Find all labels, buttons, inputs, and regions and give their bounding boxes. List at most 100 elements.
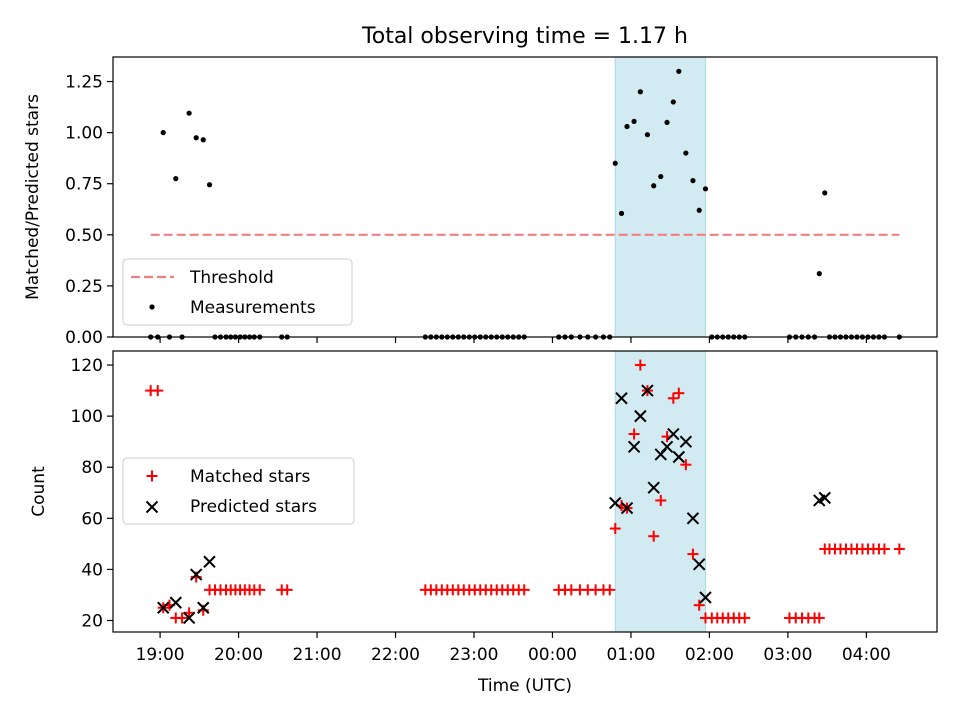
bottom-xtick-label-9: 04:00 (842, 645, 891, 665)
top-ytick-label-4: 1.00 (65, 124, 103, 144)
measurement-point (658, 173, 664, 180)
bottom-xtick-label-3: 22:00 (371, 645, 420, 665)
top-ticks: 0.00 0.25 0.50 0.75 1.00 1.25 (65, 73, 867, 348)
matched-stars-points (145, 359, 905, 624)
matched-star-point (628, 428, 640, 440)
bottom-panel: 20 40 60 80 100 120 19:00 20:00 21:00 22:00 23:00 0… (29, 350, 938, 696)
matched-star-point (183, 607, 195, 619)
measurement-point (631, 118, 637, 124)
matched-star-point (739, 612, 751, 624)
measurement-point (822, 190, 828, 196)
legend-matched-label: Matched stars (190, 467, 310, 487)
predicted-star-point (169, 596, 182, 609)
top-legend-box (122, 258, 353, 326)
legend-matched-swatch (146, 470, 158, 482)
predicted-star-point (609, 496, 622, 510)
predicted-star-point (620, 501, 634, 515)
matched-star-point (254, 584, 266, 596)
measurement-point (624, 123, 630, 130)
measurement-point (690, 178, 696, 184)
measurement-point (618, 210, 625, 216)
predicted-star-point (699, 591, 712, 604)
bottom-ytick-label-3: 80 (81, 458, 103, 478)
bottom-ylabel: Count (29, 466, 49, 517)
measurement-point (676, 68, 682, 74)
predicted-star-point (641, 384, 654, 397)
matched-star-point (634, 359, 646, 371)
matched-star-point (176, 612, 188, 624)
legend-matched-marker (146, 470, 158, 482)
bottom-legend: Matched stars Predicted stars (122, 457, 355, 525)
matched-star-point (673, 387, 685, 399)
bottom-xtick-label-8: 03:00 (763, 645, 812, 665)
bottom-xtick-label-0: 19:00 (136, 645, 185, 665)
legend-measurements-swatch (149, 304, 155, 310)
measurement-point (644, 132, 651, 138)
matched-star-point (655, 494, 667, 506)
measurement-point (670, 99, 676, 105)
bottom-xtick-label-6: 01:00 (606, 645, 655, 665)
matched-star-point (693, 599, 705, 611)
predicted-stars-points (157, 384, 831, 625)
predicted-star-point (647, 481, 660, 494)
predicted-star-point (182, 611, 196, 625)
predicted-star-point (627, 440, 641, 454)
predicted-star-point (672, 450, 686, 464)
matched-star-point (604, 584, 616, 596)
top-ytick-label-3: 0.75 (65, 175, 103, 195)
top-ytick-label-0: 0.00 (65, 328, 103, 348)
bottom-frame (112, 350, 938, 633)
bottom-highlight-span (614, 350, 706, 633)
predicted-star-point (679, 435, 693, 448)
top-legend: Threshold Measurements (122, 258, 353, 326)
bottom-ytick-label-5: 120 (71, 356, 103, 376)
matched-star-point (893, 543, 905, 555)
top-ytick-label-1: 0.25 (65, 277, 103, 297)
top-ytick-label-5: 1.25 (65, 73, 103, 93)
measurement-point (612, 160, 618, 166)
top-frame (112, 56, 938, 338)
predicted-star-point (203, 555, 216, 568)
matched-star-point (648, 530, 660, 542)
bottom-ytick-label-4: 100 (71, 407, 103, 427)
top-panel: 0.00 0.25 0.50 0.75 1.00 1.25 Matched/Predict… (23, 56, 938, 348)
measurement-point (193, 135, 199, 141)
bottom-ytick-label-1: 40 (81, 560, 103, 580)
measurement-point (637, 89, 643, 95)
bottom-xtick-label-4: 23:00 (449, 645, 498, 665)
matched-star-point (667, 392, 679, 404)
predicted-star-point (634, 409, 647, 423)
matched-star-point (152, 385, 164, 397)
predicted-star-point (686, 512, 700, 525)
chart-title: Total observing time = 1.17 h (361, 24, 688, 49)
legend-threshold-label: Threshold (189, 268, 274, 288)
predicted-star-point (693, 558, 706, 571)
measurement-point (702, 186, 709, 192)
predicted-star-point (157, 601, 170, 614)
matched-star-point (878, 543, 890, 555)
matched-star-point (281, 584, 293, 596)
bottom-xtick-label-1: 20:00 (214, 645, 263, 665)
matched-star-point (609, 523, 621, 535)
bottom-xtick-label-7: 02:00 (685, 645, 734, 665)
bottom-xlabel: Time (UTC) (477, 676, 572, 696)
top-ytick-label-2: 0.50 (65, 226, 103, 246)
predicted-star-point (660, 440, 674, 454)
predicted-star-point (197, 601, 210, 614)
matched-star-point (680, 459, 692, 471)
top-highlight-span (614, 56, 706, 338)
predicted-star-point (189, 568, 203, 581)
predicted-star-point (818, 491, 831, 505)
matched-star-point (518, 584, 530, 596)
legend-predicted-marker (145, 500, 159, 514)
top-ylabel: Matched/Predicted stars (23, 94, 43, 300)
predicted-star-point (615, 392, 628, 405)
measurement-point (696, 207, 702, 213)
measurement-point (160, 130, 166, 136)
legend-predicted-swatch (145, 500, 159, 514)
predicted-star-point (667, 427, 680, 441)
legend-predicted-label: Predicted stars (190, 497, 317, 517)
measurement-point (683, 150, 689, 156)
